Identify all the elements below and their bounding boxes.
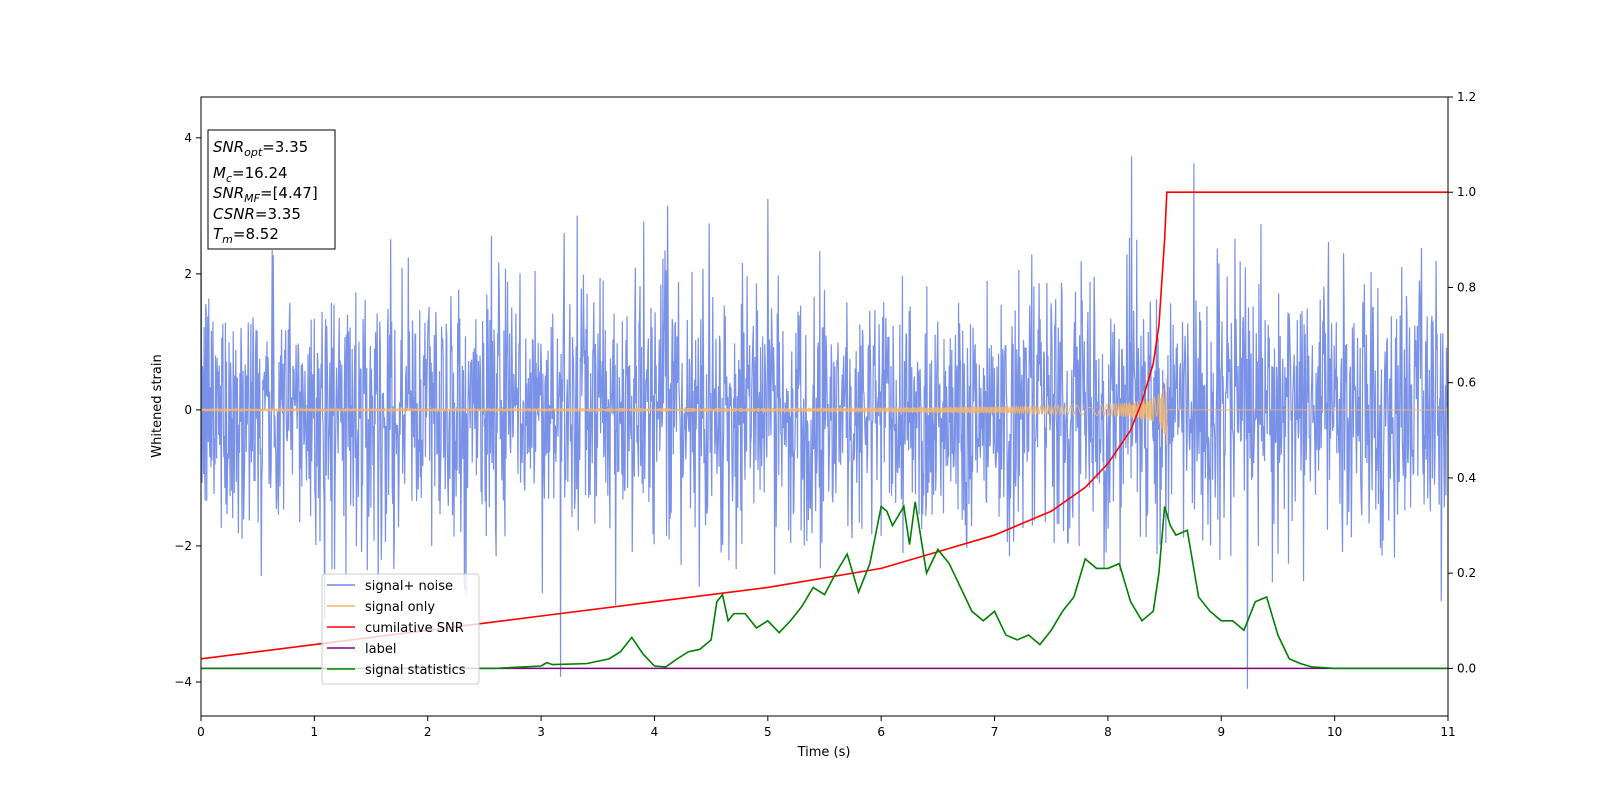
x-tick-label: 5 — [764, 725, 772, 739]
x-tick-label: 9 — [1217, 725, 1225, 739]
series-cumulative-snr-line — [201, 191, 1448, 660]
x-tick-label: 7 — [991, 725, 999, 739]
info-box-frame — [207, 129, 336, 250]
x-tick-label: 0 — [197, 725, 205, 739]
legend-label-cumulative-snr: cumilative SNR — [365, 621, 464, 636]
x-tick-label: 1 — [311, 725, 319, 739]
x-axis: 0 1 2 3 4 5 6 7 8 9 10 11 — [197, 716, 1456, 739]
x-tick-label: 4 — [651, 725, 659, 739]
legend-label-signal-plus-noise: signal+ noise — [365, 579, 453, 594]
x-tick-label: 11 — [1440, 725, 1455, 739]
legend-label-signal-statistics: signal statistics — [365, 663, 466, 678]
series-signal-only-line — [201, 378, 1448, 446]
y-tick-label: −2 — [174, 539, 192, 553]
x-tick-label: 2 — [424, 725, 432, 739]
y2-tick-label: 0.0 — [1457, 661, 1476, 675]
y-axis-right: 0.0 0.2 0.4 0.6 0.8 1.0 1.2 — [1448, 90, 1476, 675]
y-tick-label: 2 — [184, 267, 192, 281]
legend-frame — [321, 573, 480, 685]
series-signal-plus-noise-line — [201, 156, 1448, 689]
y2-tick-label: 0.2 — [1457, 566, 1476, 580]
info-tm: Tm=8.52 — [213, 225, 279, 246]
y-tick-label: −4 — [174, 675, 192, 689]
x-tick-label: 6 — [877, 725, 885, 739]
y2-tick-label: 1.0 — [1457, 185, 1476, 199]
legend-label-signal-only: signal only — [365, 600, 435, 615]
y-tick-label: 0 — [184, 403, 192, 417]
y-tick-label: 4 — [184, 131, 192, 145]
info-snr-mf: SNRMF=[4.47] — [213, 184, 318, 205]
x-tick-label: 8 — [1104, 725, 1112, 739]
legend-label-label: label — [365, 642, 396, 657]
y-axis-label: Whitened strain — [150, 354, 165, 457]
y-axis-left: −4 −2 0 2 4 — [174, 131, 201, 689]
y2-tick-label: 0.8 — [1457, 280, 1476, 294]
y2-tick-label: 0.4 — [1457, 471, 1476, 485]
info-box: SNRopt=3.35 Mc=16.24 SNRMF=[4.47] CSNR=3… — [207, 129, 336, 250]
info-snr-opt: SNRopt=3.35 — [213, 138, 308, 159]
plot-frame — [200, 96, 1449, 717]
x-axis-label: Time (s) — [797, 745, 851, 760]
x-tick-label: 10 — [1327, 725, 1342, 739]
info-csnr: CSNR=3.35 — [213, 205, 301, 223]
series-signal-statistics-line — [201, 501, 1448, 670]
legend: signal+ noise signal only cumilative SNR… — [321, 573, 480, 685]
x-tick-label: 3 — [537, 725, 545, 739]
info-mc: Mc=16.24 — [213, 164, 288, 185]
y2-tick-label: 1.2 — [1457, 90, 1476, 104]
y2-tick-label: 0.6 — [1457, 376, 1476, 390]
